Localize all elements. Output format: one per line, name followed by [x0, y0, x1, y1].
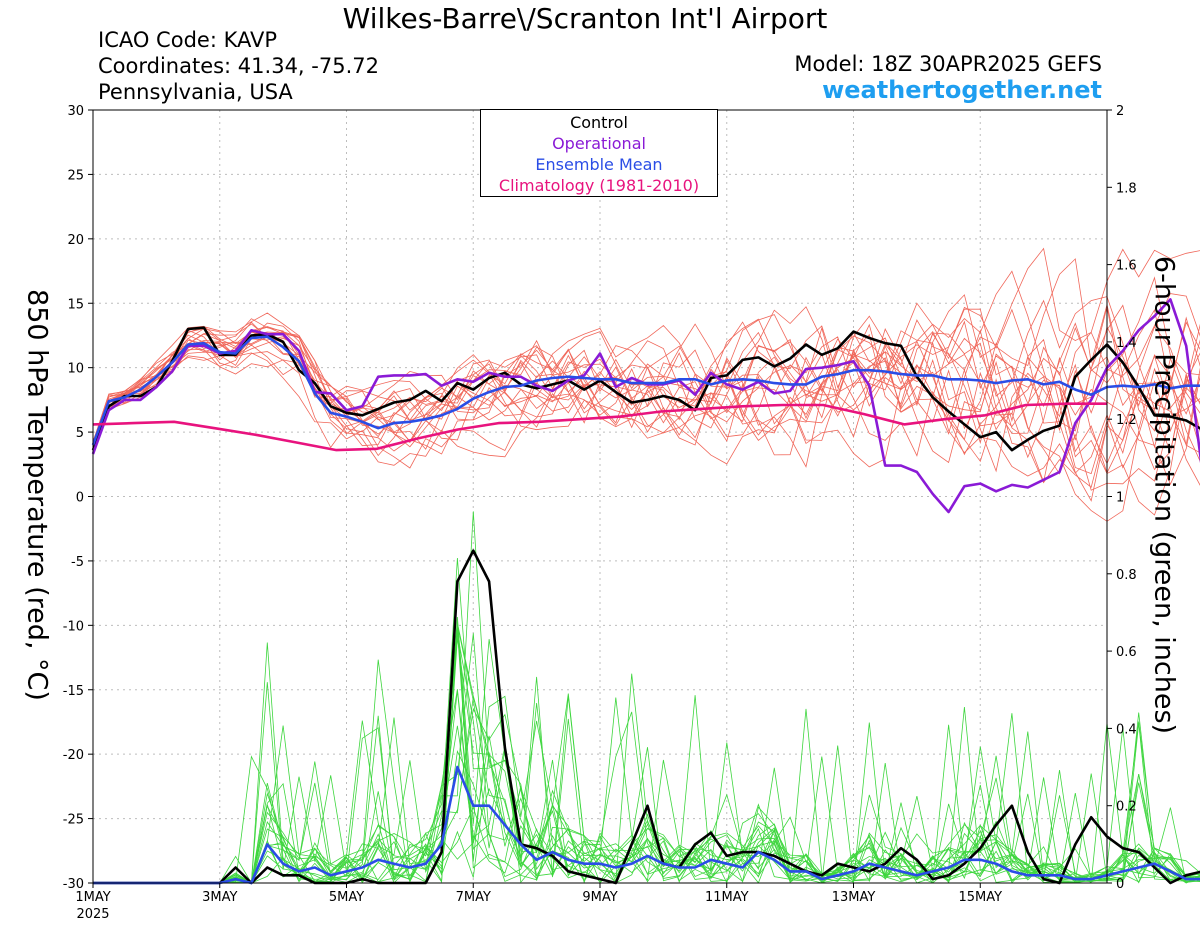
y-left-tick-label: 0: [76, 491, 84, 506]
y-right-tick-label: 2: [1116, 104, 1124, 119]
temperature-member-line: [92, 309, 1200, 488]
coordinates: Coordinates: 41.34, -75.72: [98, 54, 379, 78]
y-left-tick-label: 20: [67, 233, 84, 248]
chart-title: Wilkes-Barre\/Scranton Int'l Airport: [342, 2, 828, 35]
precipitation-member-line: [93, 706, 1200, 884]
legend-item-control: Control: [570, 113, 628, 132]
temperature-member-line: [92, 270, 1200, 502]
x-tick-label: 11MAY: [705, 890, 749, 905]
y-left-tick-label: -30: [63, 877, 84, 892]
series-left-control: [91, 326, 1200, 452]
y-left-tick-label: 15: [67, 297, 84, 312]
precipitation-member-line: [93, 642, 1200, 884]
temperature-member-line: [92, 296, 1200, 450]
precipitation-member-line: [93, 623, 1200, 884]
y-left-tick-label: 25: [67, 168, 84, 183]
precipitation-member-line: [93, 511, 1200, 884]
precipitation-ensemble-members: [93, 511, 1200, 884]
y-axis-right-label: 6-hour Precipitation (green, inches): [1148, 255, 1180, 735]
y-left-tick-label: -5: [71, 555, 84, 570]
y-right-tick-label: 0.2: [1116, 800, 1137, 815]
x-tick-label: 7MAY: [456, 890, 491, 905]
y-left-tick-label: -15: [63, 684, 84, 699]
series-left-ensemble-mean: [91, 335, 1200, 446]
x-tick-label: 1MAY: [75, 890, 110, 905]
y-right-tick-label: 1.4: [1116, 336, 1137, 351]
y-axis-left-label: 850 hPa Temperature (red, °C): [21, 289, 53, 701]
y-right-tick-label: 0.6: [1116, 645, 1137, 660]
temperature-member-line: [92, 312, 1200, 484]
series-left-climatology-1981-2010: [92, 402, 1107, 452]
site-link[interactable]: weathertogether.net: [822, 76, 1102, 104]
precipitation-member-line: [93, 659, 1200, 884]
x-tick-sublabel: 2025: [76, 907, 109, 922]
y-left-tick-label: 5: [76, 426, 84, 441]
legend-item-operational: Operational: [552, 134, 646, 153]
legend: Control Operational Ensemble Mean Climat…: [480, 109, 718, 197]
series-right-ensemble-mean: [93, 765, 1200, 885]
series-lines: [91, 298, 1200, 885]
y-right-tick-label: 1: [1116, 491, 1124, 506]
x-tick-label: 5MAY: [329, 890, 364, 905]
y-right-tick-label: 0.8: [1116, 568, 1137, 583]
series-left-operational: [91, 298, 1200, 514]
y-left-tick-label: -10: [63, 619, 84, 634]
y-left-tick-label: -25: [63, 813, 84, 828]
precipitation-member-line: [93, 616, 1200, 884]
legend-item-climatology: Climatology (1981-2010): [498, 176, 700, 195]
y-right-tick-label: 1.8: [1116, 181, 1137, 196]
x-tick-label: 3MAY: [202, 890, 237, 905]
y-right-tick-label: 0.4: [1116, 722, 1137, 737]
x-tick-label: 9MAY: [582, 890, 617, 905]
x-tick-label: 15MAY: [958, 890, 1002, 905]
y-left-tick-label: 10: [67, 362, 84, 377]
y-left-tick-label: 30: [67, 104, 84, 119]
legend-item-ensemble-mean: Ensemble Mean: [535, 155, 663, 174]
y-left-tick-label: -20: [63, 748, 84, 763]
axis-ticks: -30-25-20-15-10-505101520253000.20.40.60…: [63, 104, 1137, 922]
icao-code: ICAO Code: KAVP: [98, 28, 278, 52]
region: Pennsylvania, USA: [98, 80, 293, 104]
y-right-tick-label: 1.2: [1116, 413, 1137, 428]
precipitation-member-line: [93, 633, 1200, 884]
model-run: Model: 18Z 30APR2025 GEFS: [794, 52, 1102, 76]
y-right-tick-label: 0: [1116, 877, 1124, 892]
x-tick-label: 13MAY: [832, 890, 876, 905]
temperature-member-line: [92, 325, 1200, 474]
temperature-member-line: [92, 314, 1200, 522]
y-right-tick-label: 1.6: [1116, 259, 1137, 274]
